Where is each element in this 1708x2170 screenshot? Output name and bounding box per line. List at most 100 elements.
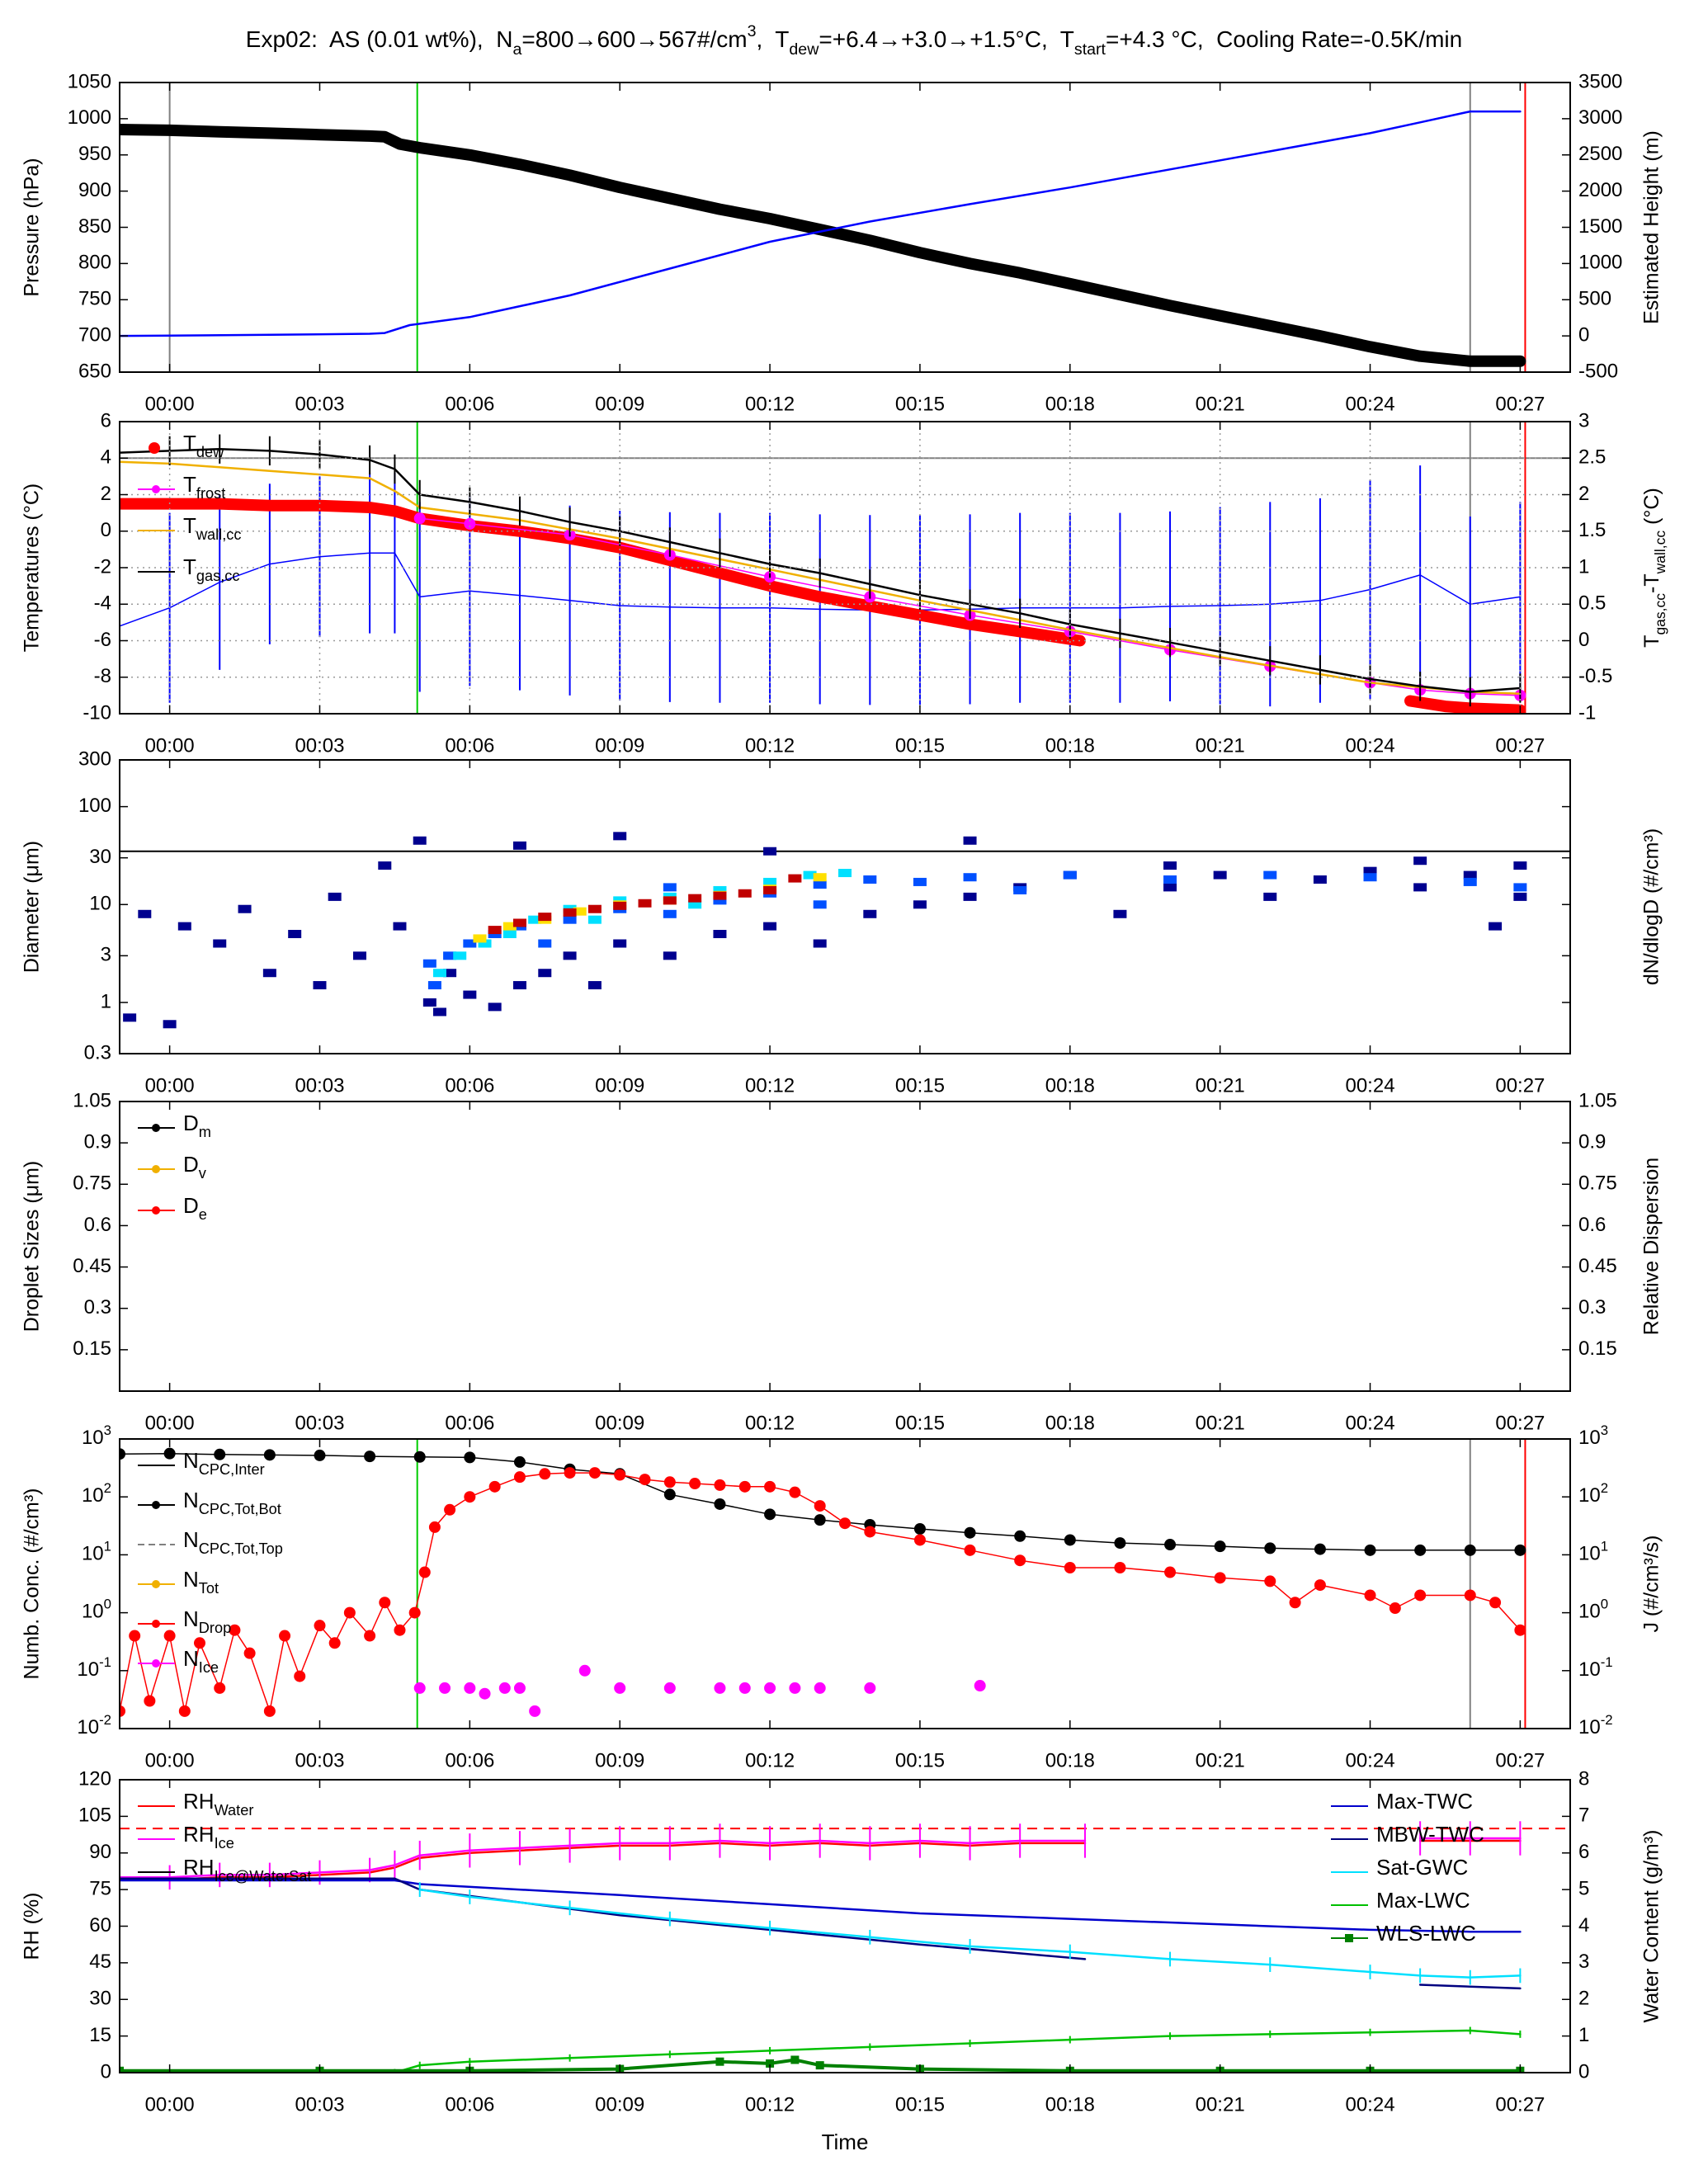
data-point — [663, 1682, 676, 1694]
legend-label: WLS-LWC — [1376, 1921, 1476, 1946]
text-part: 10 — [1578, 1543, 1601, 1565]
text-part: 3 — [748, 22, 757, 40]
legend-entry: NCPC,Inter — [138, 1448, 265, 1478]
density-cell — [512, 981, 526, 990]
text-part: dew — [789, 40, 819, 59]
data-point — [120, 1705, 125, 1717]
x-tick-label: 00:06 — [445, 2093, 494, 2116]
data-point — [1489, 1597, 1502, 1609]
data-point — [614, 1469, 626, 1481]
text-part: 10 — [77, 1658, 99, 1681]
data-point — [578, 1664, 591, 1677]
series-line — [120, 1837, 1522, 1879]
density-cell — [613, 901, 627, 910]
data-point — [243, 1647, 256, 1659]
figure-title: Exp02: AS (0.01 wt%), Na=800→600→567#/cm… — [246, 22, 1462, 59]
density-cell — [838, 869, 852, 878]
y-tick-label: 10-1 — [77, 1654, 111, 1681]
text-part: (°C) — [1640, 488, 1663, 531]
x-tick-label: 00:24 — [1345, 1412, 1394, 1434]
density-cell — [713, 885, 727, 894]
axes-box — [119, 759, 1571, 1054]
data-point — [913, 1534, 926, 1546]
density-cell — [443, 951, 457, 960]
data-point — [1014, 1554, 1026, 1567]
x-tick-label: 00:27 — [1495, 393, 1545, 415]
data-point — [639, 1474, 651, 1486]
data-point — [1464, 1589, 1476, 1602]
x-tick-label: 00:03 — [295, 1749, 344, 1771]
text-part: RH — [183, 1855, 215, 1880]
data-point — [663, 1488, 676, 1501]
density-cell — [502, 930, 517, 939]
y-tick-label: 0.75 — [73, 1172, 111, 1195]
legend-label: NCPC,Tot,Bot — [183, 1488, 281, 1517]
plot-area — [120, 83, 1526, 372]
x-tick-label: 00:12 — [745, 2093, 795, 2116]
series-line — [120, 1879, 1522, 1933]
text-part: Ice — [199, 1659, 219, 1676]
text-part: frost — [196, 485, 225, 502]
legend-marker — [152, 1206, 160, 1215]
y-tick-label: 0.45 — [73, 1255, 111, 1277]
y-tick-label: 900 — [78, 179, 111, 201]
legend-entry: NCPC,Tot,Top — [138, 1527, 283, 1557]
legend-entry: Twall,cc — [138, 513, 241, 543]
x-tick-label: 00:21 — [1196, 2093, 1245, 2116]
legend-label: Tgas,cc — [183, 554, 239, 584]
y2-tick-label: 500 — [1578, 288, 1611, 310]
text-part: , T — [756, 26, 789, 52]
text-part: N — [183, 1527, 199, 1552]
text-part: 0 — [1601, 1597, 1608, 1612]
density-cell — [713, 896, 727, 905]
text-part: RH — [183, 1822, 215, 1847]
density-cell — [478, 939, 492, 948]
y2-tick-label: 8 — [1578, 1767, 1589, 1790]
y2-tick-label: 101 — [1578, 1538, 1608, 1564]
legend-entry: Max-TWC — [1331, 1789, 1473, 1814]
y-tick-label: 0 — [101, 519, 111, 541]
data-point — [815, 2061, 824, 2070]
y-tick-label: -2 — [94, 555, 111, 578]
x-tick-label: 00:09 — [595, 1412, 644, 1434]
text-part: Exp02: AS (0.01 wt%), N — [246, 26, 513, 52]
density-cell — [1313, 875, 1327, 884]
y2-tick-label: 2.5 — [1578, 446, 1606, 469]
legend-entry: MBW-TWC — [1331, 1822, 1484, 1847]
x-tick-label: 00:18 — [1045, 1074, 1095, 1097]
text-part: wall,cc — [1652, 531, 1668, 575]
data-point — [714, 1479, 726, 1491]
text-part: N — [183, 1606, 199, 1631]
plot-area — [120, 832, 1570, 1029]
density-cell — [813, 939, 827, 948]
text-part: wall,cc — [196, 526, 242, 543]
y-axis-label: Pressure (hPa) — [21, 158, 44, 296]
data-point — [439, 1682, 451, 1694]
y-axis-label: RH (%) — [21, 1893, 44, 1960]
y-tick-label: 45 — [89, 1951, 111, 1973]
data-point — [229, 1624, 241, 1636]
x-tick-label: 00:27 — [1495, 1412, 1545, 1434]
density-cell — [1513, 861, 1527, 870]
density-cell — [463, 939, 477, 948]
legend-label: De — [183, 1193, 207, 1223]
density-cell — [963, 873, 977, 882]
density-cell — [587, 904, 602, 913]
data-point — [766, 2059, 775, 2068]
density-cell — [262, 969, 276, 978]
x-tick-label: 00:06 — [445, 734, 494, 757]
x-tick-label: 00:03 — [295, 2093, 344, 2116]
data-point — [814, 1514, 826, 1526]
y-tick-label: 90 — [89, 1841, 111, 1863]
density-cell — [1213, 870, 1227, 880]
density-cell — [1013, 885, 1027, 894]
density-cell — [573, 907, 587, 916]
data-point — [178, 1705, 191, 1717]
x-tick-label: 00:24 — [1345, 2093, 1394, 2116]
density-cell — [1513, 883, 1527, 892]
data-point — [1064, 1561, 1076, 1573]
text-part: D — [183, 1111, 199, 1135]
y-tick-label: 650 — [78, 360, 111, 382]
legend-marker — [152, 1501, 160, 1509]
y-tick-label: 0.9 — [84, 1130, 111, 1153]
